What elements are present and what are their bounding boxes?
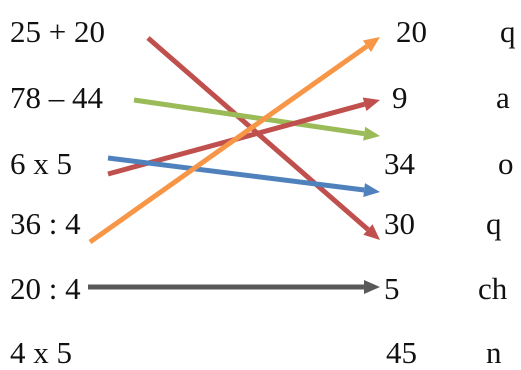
arrow-head <box>362 97 380 111</box>
arrow-5-to-5 <box>88 280 380 294</box>
arrow-head <box>363 183 380 197</box>
letter-3: o <box>498 146 514 181</box>
letter-2: a <box>496 80 510 115</box>
result-6: 45 <box>386 335 417 370</box>
arrow-shaft <box>88 44 369 245</box>
letter-5: ch <box>478 271 508 306</box>
arrow-head <box>364 280 380 294</box>
expression-1: 25 + 20 <box>10 14 105 49</box>
arrow-shaft <box>107 155 365 193</box>
arrow-head <box>362 37 380 52</box>
arrow-head <box>363 126 380 141</box>
result-5: 5 <box>384 271 400 306</box>
letter-4: q <box>486 206 502 241</box>
result-4: 30 <box>384 206 415 241</box>
expression-6: 4 x 5 <box>10 335 72 370</box>
arrow-3-to-5 <box>107 155 380 197</box>
arrow-1-to-4 <box>146 36 380 240</box>
expression-5: 20 : 4 <box>10 271 81 306</box>
arrow-shaft <box>133 97 365 137</box>
expression-4: 36 : 4 <box>10 206 81 241</box>
result-3: 34 <box>384 146 415 181</box>
result-2: 9 <box>392 80 408 115</box>
expression-3: 6 x 5 <box>10 146 72 181</box>
arrow-4-to-1 <box>88 37 380 245</box>
arrow-head <box>363 224 380 240</box>
letter-6: n <box>486 335 502 370</box>
expression-2: 78 – 44 <box>10 80 103 115</box>
arrow-2-to-3 <box>133 97 380 141</box>
result-1: 20 <box>396 14 427 49</box>
letter-1: q <box>500 14 516 49</box>
